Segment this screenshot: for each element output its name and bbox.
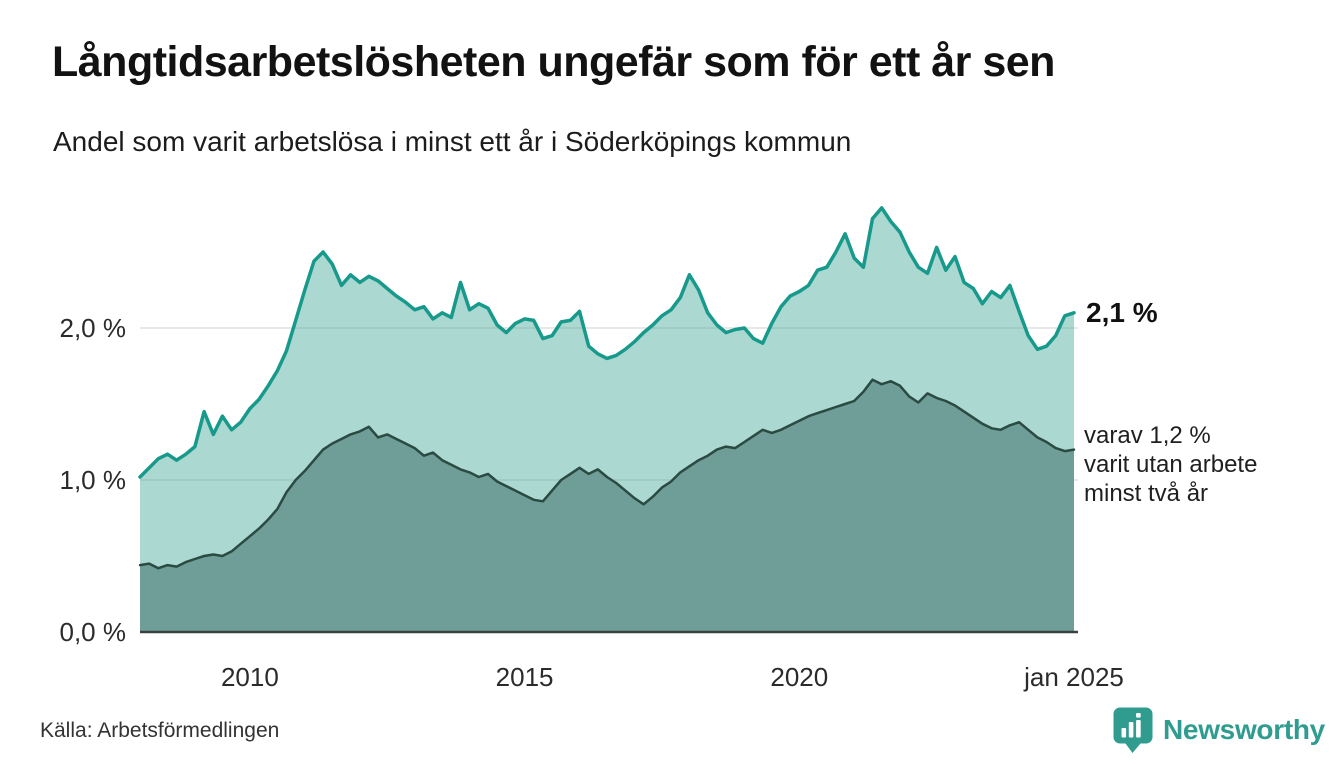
secondary-annotation-line-2: varit utan arbete bbox=[1084, 451, 1258, 478]
newsworthy-logo: Newsworthy bbox=[1113, 707, 1325, 757]
x-tick-label: 2010 bbox=[221, 662, 279, 692]
page-subtitle: Andel som varit arbetslösa i minst ett å… bbox=[53, 126, 852, 157]
y-tick-label: 2,0 % bbox=[60, 313, 127, 343]
secondary-annotation-line-3: minst två år bbox=[1084, 480, 1209, 507]
y-tick-label: 1,0 % bbox=[60, 465, 127, 495]
secondary-value-annotation: varav 1,2 % varit utan arbete minst två … bbox=[1084, 421, 1257, 508]
newsworthy-logo-text: Newsworthy bbox=[1163, 714, 1325, 745]
latest-value-label: 2,1 % bbox=[1086, 297, 1158, 328]
series-line-1 bbox=[138, 378, 1076, 570]
series-area-1 bbox=[140, 379, 1074, 632]
x-tick-label: 2020 bbox=[770, 662, 828, 692]
secondary-annotation-line-1: varav 1,2 % bbox=[1084, 422, 1211, 449]
x-tick-label: 2015 bbox=[496, 662, 554, 692]
page-title: Långtidsarbetslösheten ungefär som för e… bbox=[52, 38, 1055, 86]
x-tick-label: jan 2025 bbox=[1023, 662, 1124, 692]
source-note: Källa: Arbetsförmedlingen bbox=[40, 719, 280, 742]
series-line-0 bbox=[138, 206, 1076, 479]
y-tick-label: 0,0 % bbox=[60, 617, 127, 647]
newsworthy-logo-icon bbox=[1113, 707, 1153, 760]
